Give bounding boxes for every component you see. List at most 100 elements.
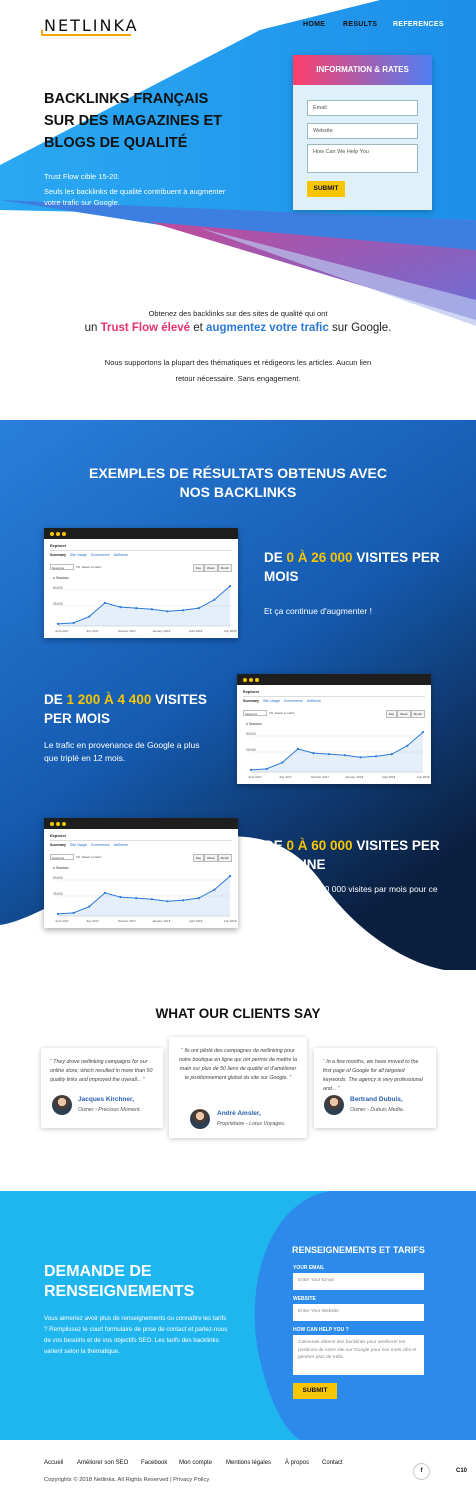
sessions-chart: 50,000 25,000 April 2017 July 2017 October 2… bbox=[246, 731, 430, 779]
info-submit-button[interactable]: SUBMIT bbox=[307, 181, 345, 197]
contact-submit-button[interactable]: SUBMIT bbox=[293, 1383, 337, 1399]
window-titlebar bbox=[44, 818, 238, 829]
y-tick-label: 25,000 bbox=[53, 892, 63, 896]
data-point bbox=[119, 896, 122, 899]
data-point bbox=[249, 768, 253, 771]
footer-link-legal[interactable]: Mentions légales bbox=[226, 1460, 272, 1466]
screenshot-nav-item: AdSense bbox=[306, 699, 321, 703]
contact-title: DEMANDE DE RENSEIGNEMENTS bbox=[44, 1262, 244, 1302]
footer-link-account[interactable]: Mon compte bbox=[179, 1460, 213, 1466]
window-dot bbox=[255, 678, 259, 682]
testimonial-quote: “ Ils ont piloté des campagnes de netlin… bbox=[178, 1048, 298, 1081]
data-point bbox=[265, 767, 268, 770]
screenshot-legend-label: Sessions bbox=[55, 576, 69, 580]
x-tick-label: April 2018 bbox=[382, 775, 396, 779]
result-heading-text: VISITES PER SEMAINE bbox=[264, 838, 440, 872]
window-titlebar bbox=[237, 674, 431, 685]
screenshot-legend-label: Sessions bbox=[248, 722, 262, 726]
result-heading-text: VISITES PER MOIS bbox=[264, 550, 440, 584]
data-point bbox=[119, 606, 122, 609]
info-website-input[interactable]: Website bbox=[307, 123, 418, 139]
y-tick-label: 25,000 bbox=[53, 602, 63, 606]
contact-help-textarea[interactable]: J'aimerais obtenir des backlinks pour am… bbox=[293, 1335, 424, 1375]
nav-results[interactable]: RESULTS bbox=[343, 21, 378, 28]
data-point bbox=[343, 754, 346, 757]
logo-bracket bbox=[41, 30, 131, 36]
result-text-1: Et ça continue d'augmenter ! bbox=[264, 606, 372, 616]
facebook-icon[interactable]: f bbox=[413, 1463, 430, 1480]
window-dot bbox=[62, 532, 66, 536]
nav-home[interactable]: HOME bbox=[303, 21, 326, 28]
result-highlight: 0 À 26 000 bbox=[286, 550, 353, 565]
info-form-title: INFORMATION & RATES bbox=[293, 55, 432, 85]
series-line bbox=[57, 875, 231, 915]
hero-title-line: SUR DES MAGAZINES ET bbox=[44, 113, 223, 129]
x-tick-label: January 2018 bbox=[152, 629, 171, 633]
footer-link-seo[interactable]: Améliorer son SEO bbox=[77, 1460, 129, 1466]
screenshot-pill: Month bbox=[217, 564, 232, 572]
screenshot-nav-item: Ecommerce bbox=[91, 843, 110, 847]
screenshot-nav-item: Summary bbox=[50, 843, 66, 847]
screenshot-metric-select: Sessions bbox=[243, 710, 267, 716]
result-heading-text: DE bbox=[264, 550, 287, 565]
footer-link-about[interactable]: À propos bbox=[285, 1460, 310, 1466]
screenshot-legend: ● Sessions bbox=[246, 722, 262, 726]
screenshot-nav-item: Ecommerce bbox=[91, 553, 110, 557]
info-form-card: INFORMATION & RATES Email Website How Ca… bbox=[293, 55, 432, 210]
footer-link-facebook[interactable]: Facebook bbox=[141, 1460, 168, 1466]
avatar bbox=[190, 1109, 210, 1129]
window-dot bbox=[249, 678, 253, 682]
testimonial-quote: “ In a few months, we have moved to the … bbox=[323, 1059, 423, 1092]
footer-badge: C10 bbox=[456, 1468, 468, 1474]
testimonial-name: Bertrand Dubuis, bbox=[350, 1096, 403, 1103]
intro-text: et bbox=[190, 322, 207, 334]
contact-email-input[interactable]: Enter Your Email bbox=[293, 1273, 424, 1290]
result-heading-1: DE 0 À 26 000 VISITES PER MOIS bbox=[264, 548, 444, 586]
contact-website-input[interactable]: Enter Your Website bbox=[293, 1304, 424, 1321]
screenshot-nav-item: Site Usage bbox=[69, 843, 88, 847]
testimonial-card: “ In a few months, we have moved to the … bbox=[314, 1048, 436, 1128]
data-point bbox=[56, 622, 60, 625]
window-dot bbox=[62, 822, 66, 826]
info-email-input[interactable]: Email bbox=[307, 100, 418, 116]
data-point bbox=[296, 747, 300, 750]
data-point bbox=[166, 900, 169, 903]
screenshot-nav-item: AdSense bbox=[113, 843, 128, 847]
screenshot-pill: Month bbox=[410, 710, 425, 718]
screenshot-pills: Day Week Month bbox=[192, 854, 232, 862]
logo[interactable]: NETLINKA bbox=[41, 16, 139, 36]
data-point bbox=[213, 888, 216, 891]
screenshot-legend: ● Sessions bbox=[53, 576, 69, 580]
data-point bbox=[56, 912, 60, 915]
testimonial-role: Owner - Precious Moment. bbox=[78, 1107, 141, 1113]
screenshot-pill: Day bbox=[192, 854, 205, 862]
screenshot-nav: Summary Site Usage Ecommerce AdSense bbox=[243, 699, 325, 703]
data-point bbox=[88, 615, 91, 618]
results-title: EXEMPLES DE RÉSULTATS OBTENUS AVEC NOS B… bbox=[0, 464, 476, 502]
x-tick-label: April 2018 bbox=[189, 919, 203, 923]
intro-line-1: Obtenez des backlinks sur des sites de q… bbox=[148, 309, 328, 318]
data-point bbox=[374, 755, 378, 758]
x-tick-label: October 2017 bbox=[311, 775, 330, 779]
footer-link-contact[interactable]: Contact bbox=[322, 1460, 343, 1466]
window-dot bbox=[243, 678, 247, 682]
intro-trust-flow: Trust Flow élevé bbox=[100, 322, 191, 334]
series-line bbox=[57, 585, 231, 625]
screenshot-nav-item: Summary bbox=[50, 553, 66, 557]
footer-link-accueil[interactable]: Accueil bbox=[44, 1460, 64, 1466]
testimonial-role: Owner - Dubuis Media. bbox=[350, 1107, 405, 1113]
result-heading-3: DE 0 À 60 000 VISITES PER SEMAINE bbox=[264, 836, 444, 874]
data-point bbox=[103, 601, 107, 604]
testimonial-card: “ They drove netlinking campaigns for ou… bbox=[41, 1048, 163, 1128]
screenshot-metric-select: Sessions bbox=[50, 564, 74, 570]
nav-references[interactable]: REFERENCES bbox=[393, 21, 444, 28]
testimonial-quote: “ They drove netlinking campaigns for ou… bbox=[50, 1059, 153, 1083]
screenshot-pills: Day Week Month bbox=[192, 564, 232, 572]
data-point bbox=[228, 585, 232, 588]
screenshot-pills: Day Week Month bbox=[385, 710, 425, 718]
info-help-textarea[interactable]: How Can We Help You bbox=[307, 144, 418, 173]
contact-background bbox=[0, 1191, 476, 1440]
window-titlebar bbox=[44, 528, 238, 539]
avatar bbox=[52, 1095, 72, 1115]
series-area bbox=[58, 876, 230, 916]
